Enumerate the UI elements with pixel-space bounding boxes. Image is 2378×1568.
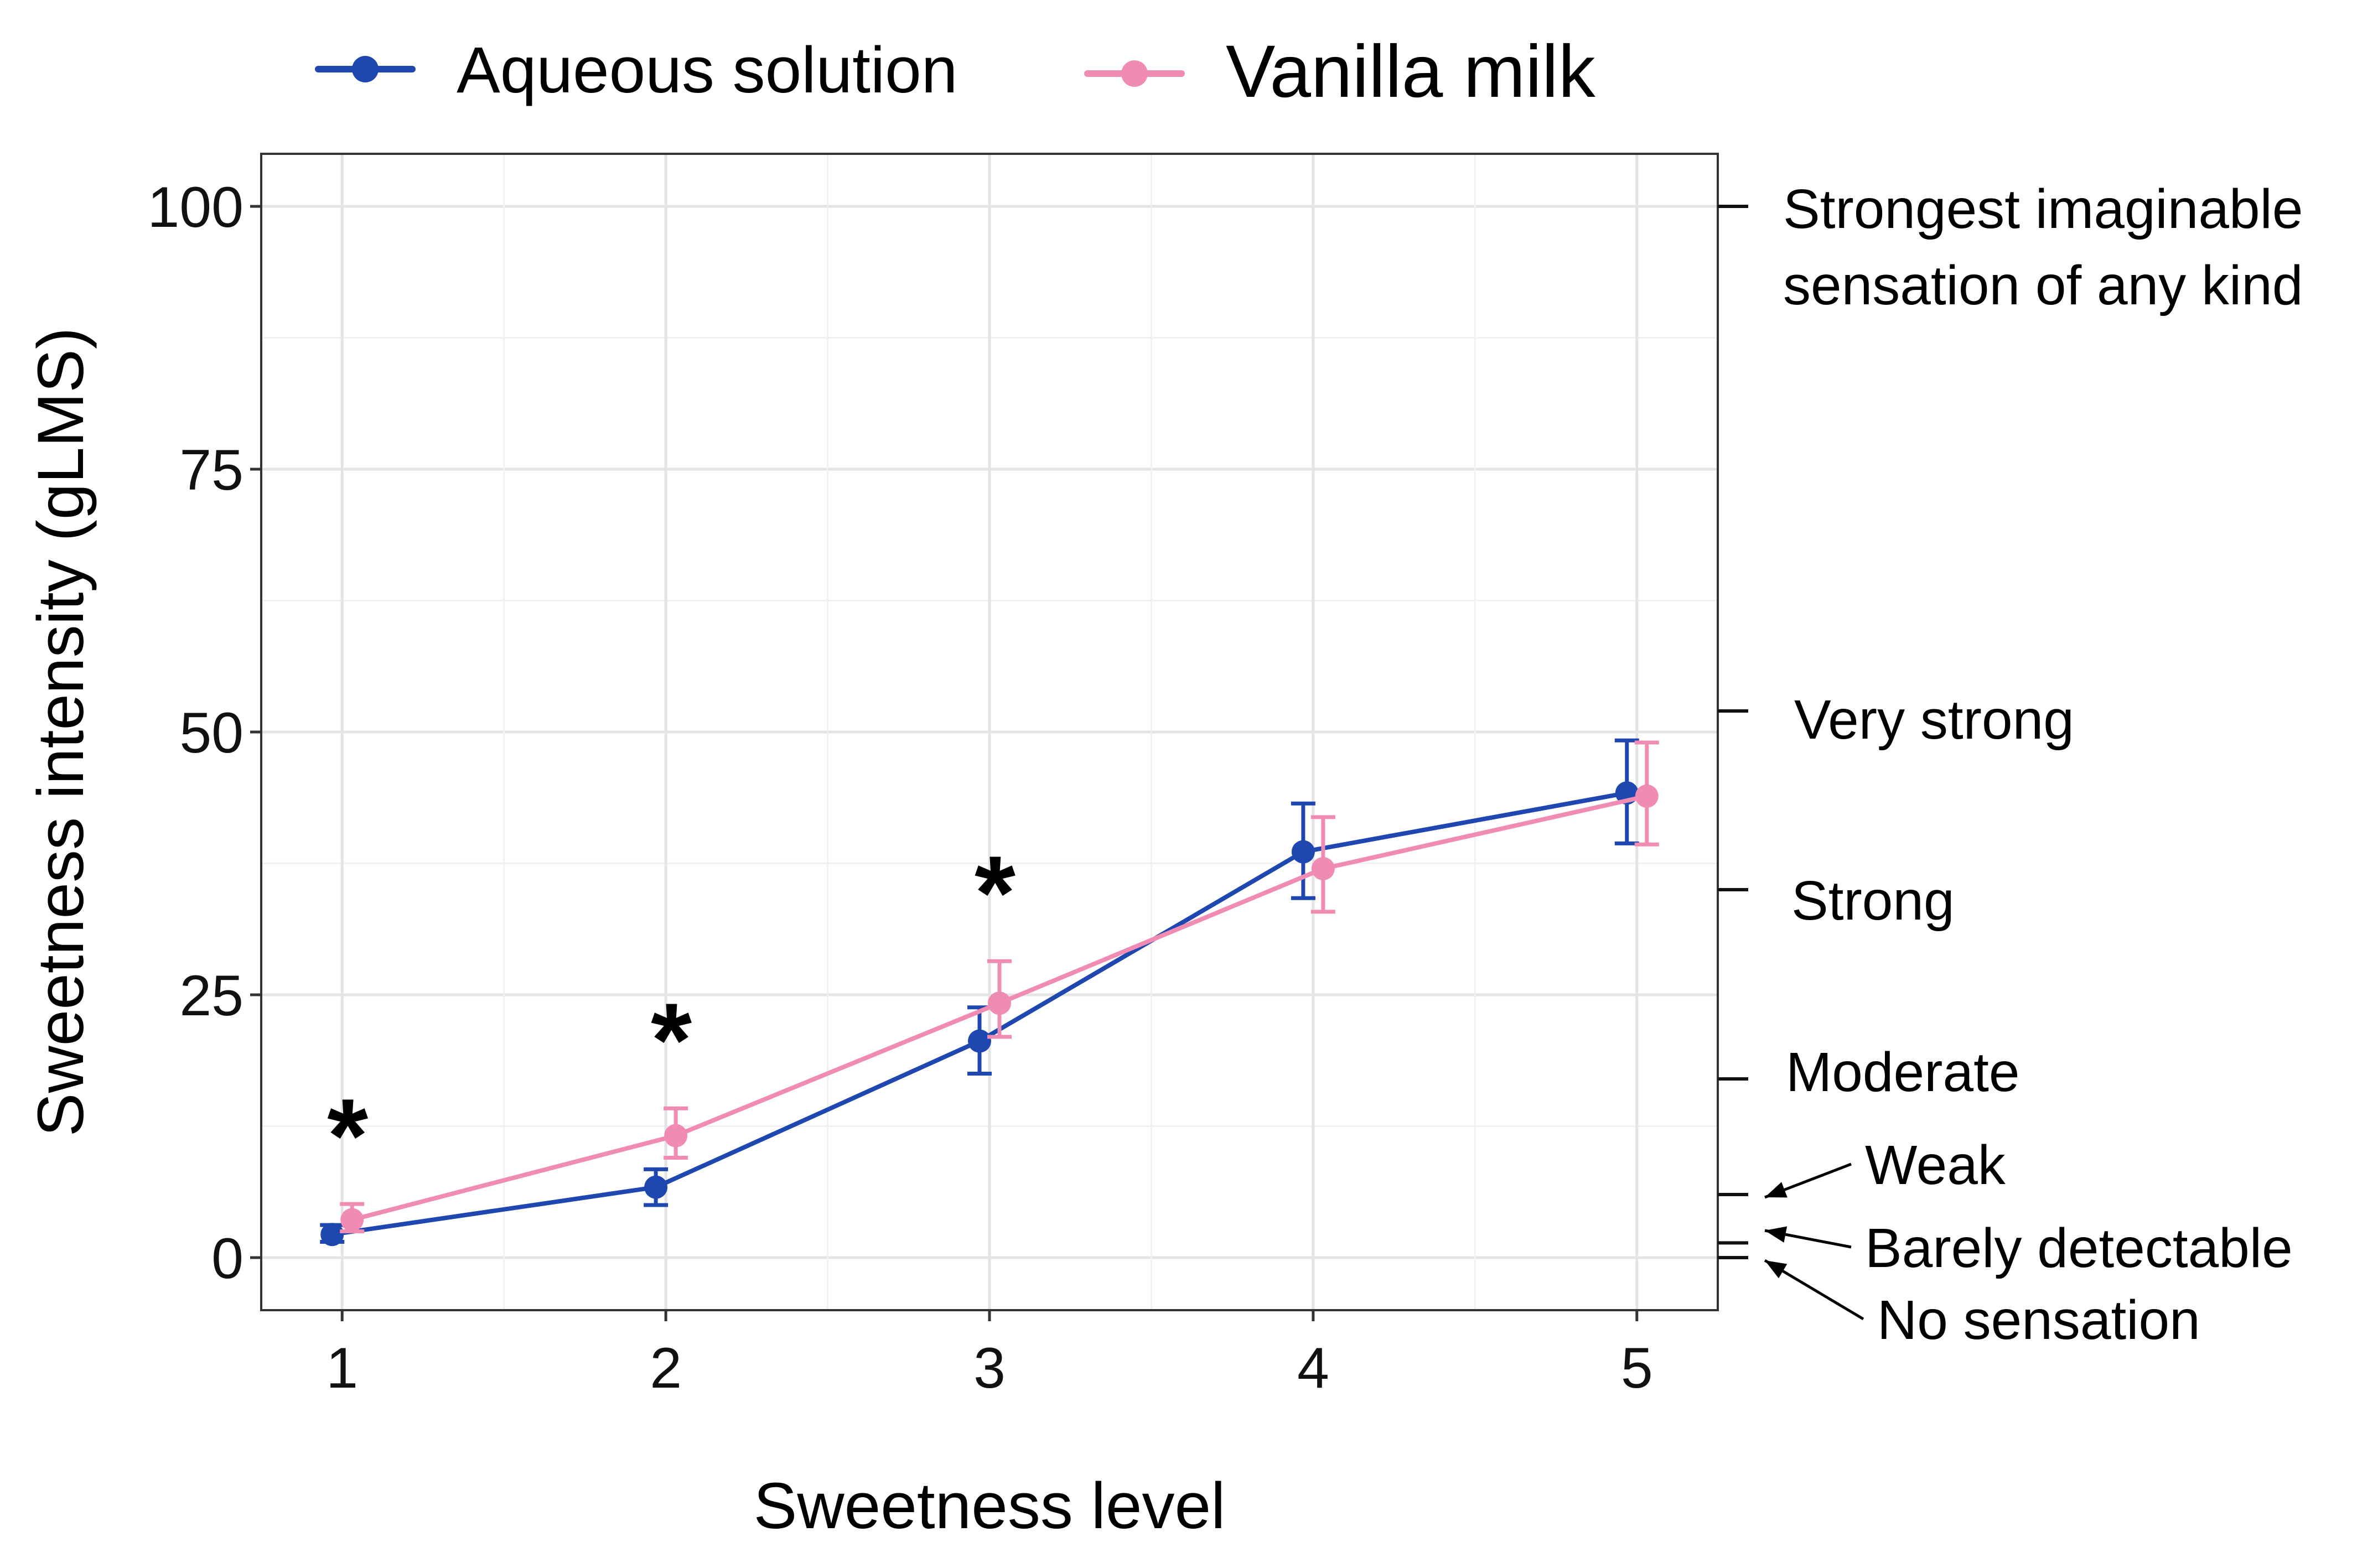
gLMS-anchor-label: Strong — [1791, 870, 1955, 932]
significance-asterisk: * — [651, 982, 692, 1099]
x-axis-label: Sweetness level — [754, 1470, 1226, 1543]
legend-item: Aqueous solution — [315, 34, 957, 107]
gLMS-anchor-label-line: sensation of any kind — [1783, 255, 2303, 316]
series-layer — [320, 738, 1659, 1247]
x-tick-label: 4 — [1297, 1336, 1329, 1400]
data-point — [340, 1208, 364, 1232]
data-point — [320, 1223, 344, 1247]
gLMS-anchor-label: Very strong — [1794, 689, 2074, 751]
y-tick-label: 25 — [179, 964, 244, 1028]
legend: Aqueous solution Vanilla milk — [315, 30, 1596, 113]
legend-label: Aqueous solution — [457, 34, 957, 107]
legend-label: Vanilla milk — [1226, 30, 1596, 113]
series-vanilla-milk — [340, 740, 1659, 1233]
series-aqueous-solution — [320, 738, 1639, 1247]
gLMS-anchor-label: Barely detectable — [1865, 1217, 2293, 1279]
gLMS-arrow-head — [1765, 1260, 1788, 1279]
data-point — [968, 1029, 991, 1053]
plot-grid — [261, 154, 1718, 1310]
gLMS-arrow-head — [1765, 1182, 1788, 1198]
data-point — [988, 991, 1011, 1015]
data-point — [1311, 857, 1335, 880]
axes: 0 25 50 75 100 1 2 3 4 5 — [147, 175, 1652, 1400]
x-tick-label: 2 — [650, 1336, 682, 1400]
glms-secondary-axis: Strongest imaginable sensation of any kin… — [1718, 178, 2303, 1351]
gLMS-anchor-label: Moderate — [1786, 1041, 2019, 1103]
y-tick-label: 50 — [179, 701, 244, 765]
y-axis-label: Sweetness intensity (gLMS) — [24, 328, 97, 1137]
gLMS-anchor-label: Weak — [1865, 1134, 2006, 1196]
data-point — [644, 1175, 668, 1199]
legend-swatch-point — [352, 56, 379, 82]
significance-asterisk: * — [327, 1077, 368, 1195]
data-point — [1291, 840, 1315, 864]
significance-asterisk: * — [975, 834, 1016, 952]
x-tick-label: 1 — [326, 1336, 358, 1400]
gLMS-anchor-label: No sensation — [1877, 1289, 2200, 1351]
y-tick-label: 75 — [179, 438, 244, 502]
y-tick-label: 100 — [147, 175, 244, 240]
data-point — [1635, 784, 1659, 808]
gLMS-anchor-label-line: Strongest imaginable — [1783, 178, 2303, 240]
gLMS-arrow-head — [1765, 1226, 1788, 1243]
legend-item: Vanilla milk — [1084, 30, 1596, 113]
y-tick-label: 0 — [211, 1227, 244, 1291]
gLMS-anchor-label: Strongest imaginable sensation of any kin… — [1783, 178, 2303, 316]
significance-markers: * * * — [327, 834, 1016, 1195]
x-tick-label: 3 — [973, 1336, 1006, 1400]
legend-swatch-point — [1121, 60, 1148, 87]
x-tick-label: 5 — [1621, 1336, 1653, 1400]
data-point — [664, 1124, 688, 1148]
